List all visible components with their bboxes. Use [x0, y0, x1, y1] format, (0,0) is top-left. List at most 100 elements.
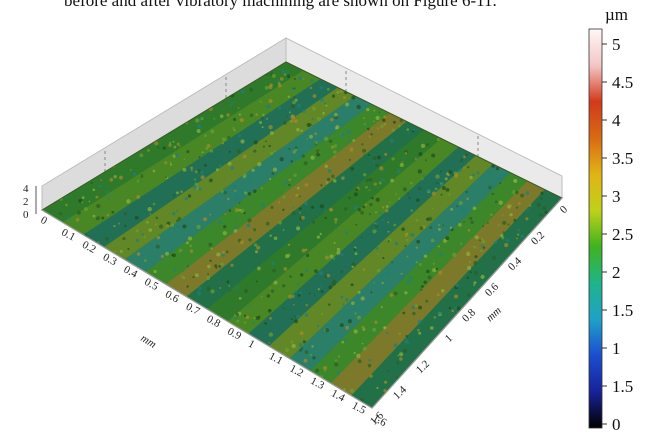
texture-speck [389, 138, 394, 143]
texture-speck [336, 247, 341, 252]
colorbar-tick-label: 3 [612, 187, 621, 206]
texture-speck [452, 252, 457, 257]
texture-speck [281, 69, 285, 74]
surface-band [103, 87, 355, 260]
texture-speck [406, 238, 409, 242]
texture-speck [426, 269, 430, 274]
texture-speck [362, 172, 367, 177]
texture-speck [277, 79, 280, 83]
texture-speck [402, 348, 407, 353]
texture-speck [299, 349, 302, 352]
texture-speck [467, 166, 470, 169]
texture-speck [135, 238, 140, 243]
texture-speck [320, 312, 324, 316]
texture-speck [196, 129, 201, 133]
surface-band [62, 70, 321, 235]
texture-speck [264, 321, 268, 325]
texture-speck [191, 169, 193, 172]
texture-speck [362, 205, 366, 209]
texture-speck [493, 240, 498, 244]
texture-speck [385, 209, 389, 213]
surface-band [248, 147, 476, 347]
surface-band [330, 181, 545, 396]
colorbar [588, 28, 603, 429]
texture-speck [298, 155, 303, 160]
texture-speck [405, 334, 408, 338]
x-tick-label: 1.3 [308, 375, 326, 392]
texture-speck [228, 285, 230, 287]
texture-speck [298, 195, 301, 198]
texture-speck [258, 315, 261, 319]
texture-speck [423, 280, 427, 285]
texture-speck [376, 386, 379, 390]
texture-speck [179, 248, 183, 252]
texture-speck [248, 238, 252, 242]
texture-speck [192, 276, 195, 279]
texture-speck [334, 359, 338, 362]
texture-speck [324, 369, 326, 372]
texture-speck [333, 150, 337, 154]
texture-speck [223, 225, 227, 229]
colorbar-tick-label: 2 [612, 263, 621, 282]
texture-speck [81, 196, 85, 199]
texture-speck [180, 190, 183, 194]
texture-speck [340, 295, 344, 299]
texture-speck [380, 124, 384, 129]
texture-speck [445, 187, 450, 192]
texture-speck [232, 184, 237, 189]
x-tick-label: 1.6 [371, 412, 389, 429]
texture-speck [350, 166, 354, 171]
surface-bands [42, 62, 562, 408]
texture-speck [176, 209, 179, 213]
texture-speck [196, 224, 201, 230]
texture-speck [469, 216, 473, 220]
texture-speck [248, 304, 252, 308]
texture-speck [466, 276, 470, 280]
texture-speck [474, 246, 477, 249]
texture-speck [292, 100, 296, 105]
texture-speck [81, 201, 84, 204]
texture-speck [328, 139, 333, 144]
x-tick-label: 1.2 [288, 363, 306, 380]
texture-speck [316, 235, 320, 239]
texture-speck [75, 217, 80, 222]
texture-speck [324, 164, 328, 168]
texture-speck [296, 282, 300, 286]
texture-speck [237, 134, 241, 138]
texture-speck [260, 203, 265, 207]
texture-speck [206, 287, 211, 291]
texture-speck [271, 289, 275, 293]
texture-speck [239, 118, 244, 123]
y-tick-label: 0.8 [460, 306, 479, 325]
texture-speck [266, 294, 271, 298]
texture-speck [182, 167, 187, 172]
texture-speck [343, 388, 346, 391]
texture-speck [272, 167, 277, 172]
texture-speck [376, 185, 379, 188]
texture-speck [515, 206, 519, 209]
texture-speck [209, 259, 212, 262]
texture-speck [140, 181, 143, 183]
texture-speck [375, 163, 380, 168]
texture-speck [382, 256, 385, 260]
texture-speck [347, 196, 352, 200]
texture-speck [207, 273, 210, 276]
texture-speck [472, 206, 477, 211]
texture-speck [463, 221, 465, 224]
texture-speck [356, 104, 361, 110]
texture-speck [293, 87, 296, 90]
texture-speck [113, 224, 116, 228]
texture-speck [285, 253, 290, 259]
texture-speck [363, 154, 366, 156]
texture-speck [242, 154, 247, 159]
texture-speck [203, 217, 208, 222]
texture-speck [350, 301, 355, 306]
surface-band [227, 138, 459, 334]
texture-speck [302, 77, 305, 80]
texture-speck [406, 128, 409, 131]
y-tick-label: 0 [558, 203, 571, 216]
texture-speck [207, 264, 211, 269]
texture-speck [230, 263, 234, 267]
texture-speck [262, 145, 265, 148]
texture-speck [262, 113, 265, 117]
